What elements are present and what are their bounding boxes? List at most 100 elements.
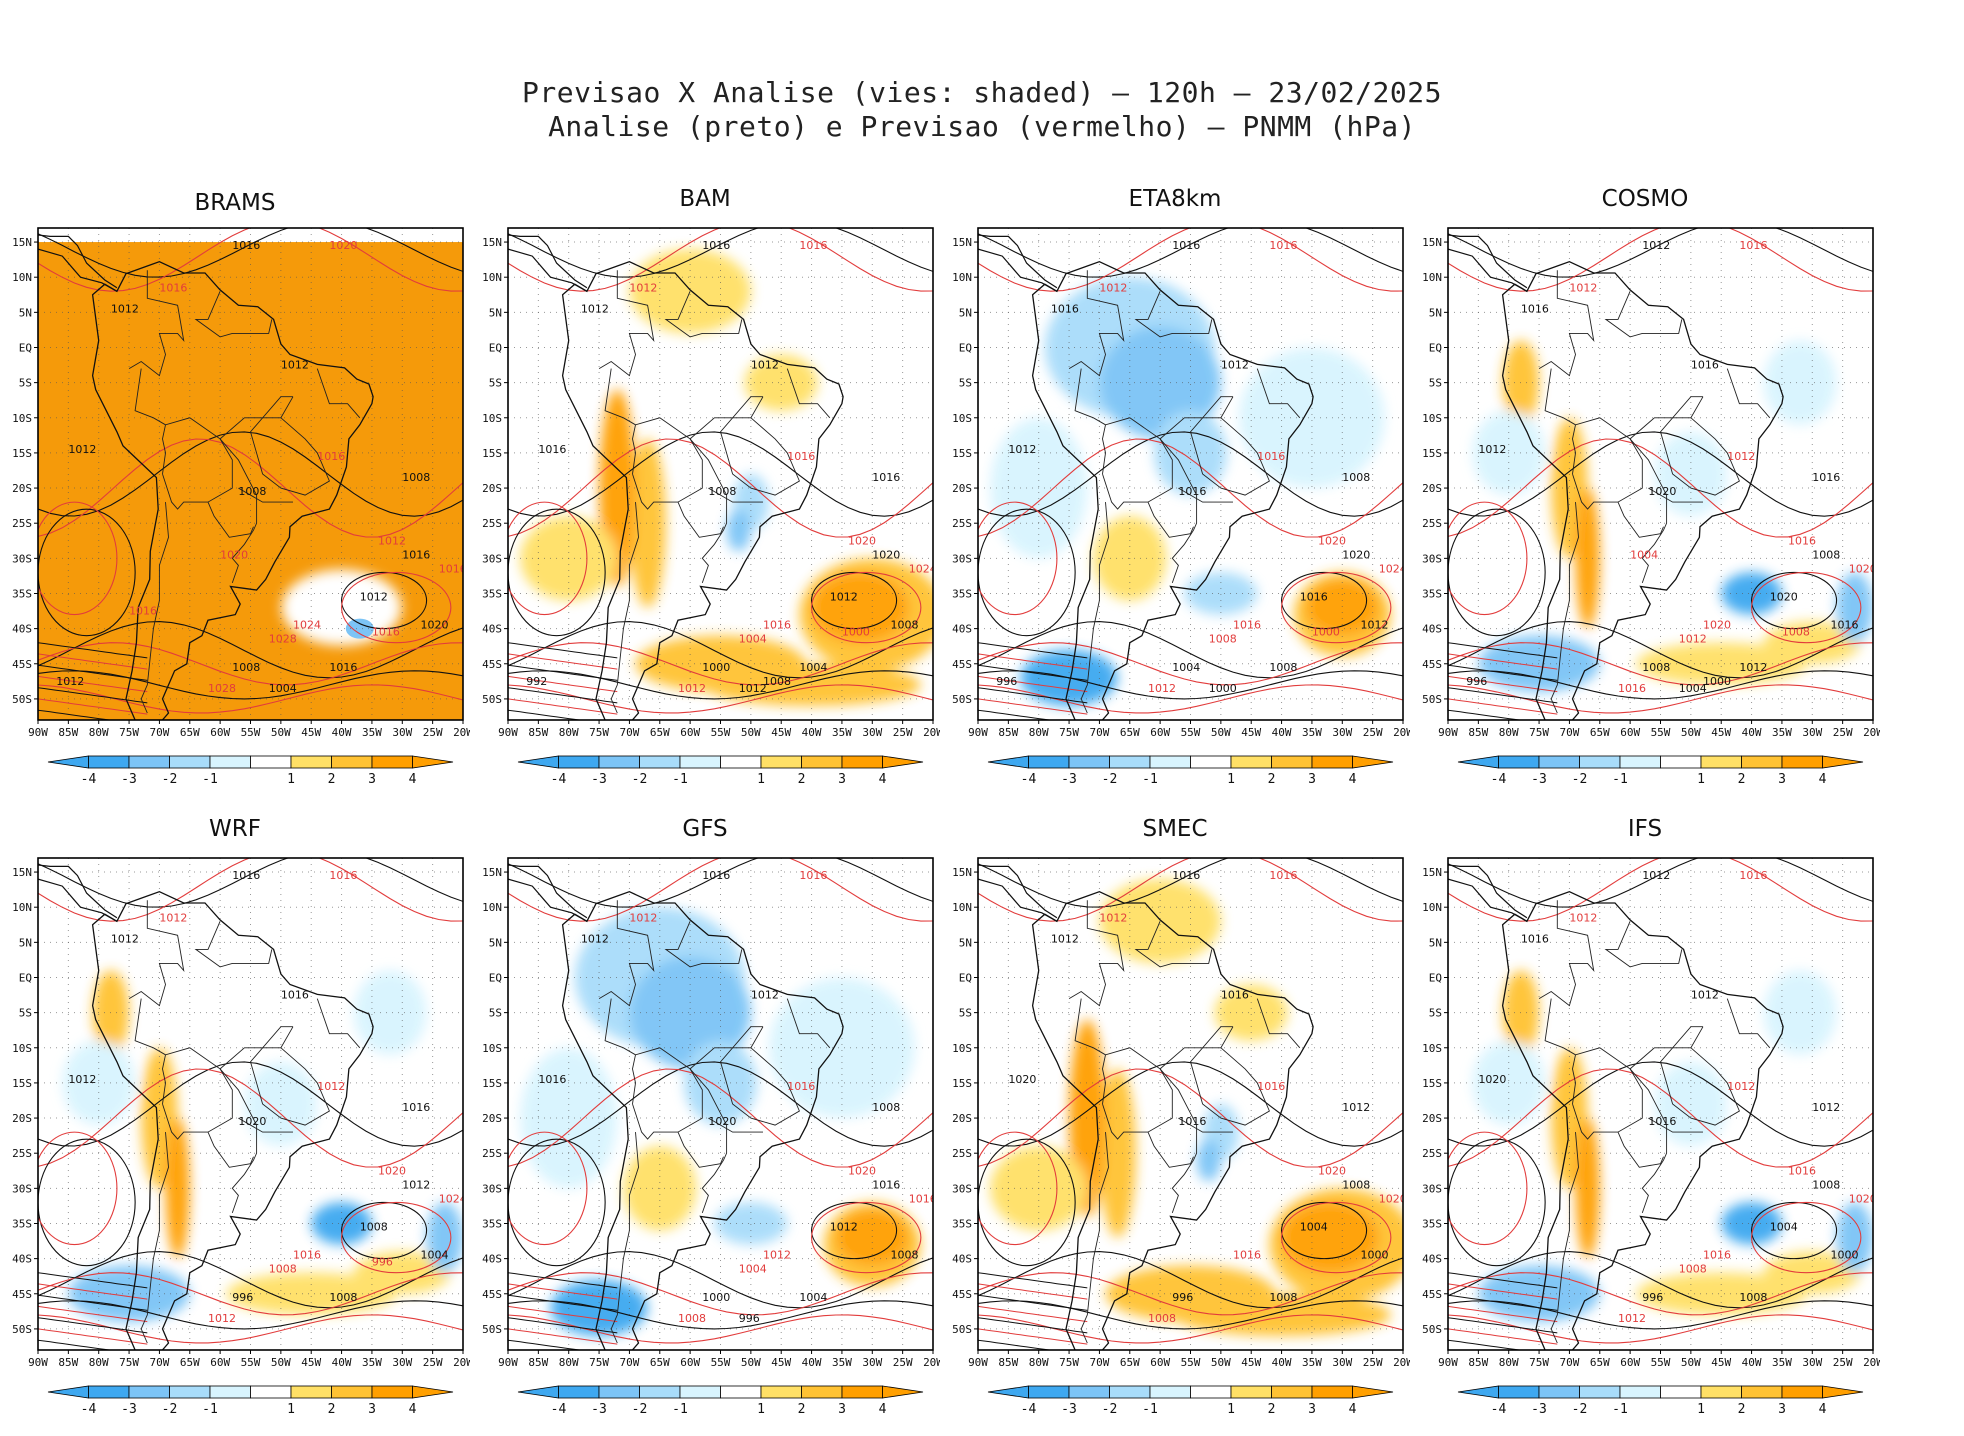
lat-tick-label: 5S	[489, 1007, 502, 1020]
isobar-label-analysis: 1004	[1300, 1221, 1328, 1234]
isobar-label-analysis: 992	[526, 675, 547, 688]
lat-tick-label: 5N	[19, 936, 32, 949]
lat-tick-label: 5N	[489, 936, 502, 949]
isobar-label-forecast: 1016	[317, 450, 345, 463]
forecast-isobar	[38, 228, 463, 292]
colorbar-swatch	[1498, 1385, 1540, 1399]
colorbar-swatch	[169, 1385, 211, 1399]
analysis-isobar	[38, 858, 463, 908]
country-border	[632, 417, 703, 510]
isobar-label-analysis: 996	[1642, 1291, 1663, 1304]
country-border	[689, 417, 751, 440]
lon-tick-label: 80W	[559, 726, 579, 739]
analysis-isobar	[978, 1251, 1403, 1309]
bias-blob	[165, 1118, 190, 1259]
bias-blob	[744, 354, 818, 411]
isobar-label-forecast: 1016	[1269, 239, 1297, 252]
isobar-label-forecast: 1016	[1739, 239, 1767, 252]
lat-tick-label: 45S	[952, 1288, 972, 1301]
colorbar-label: -1	[672, 1402, 688, 1415]
coastline	[91, 890, 374, 1350]
country-border	[1147, 1131, 1194, 1168]
lat-tick-label: 35S	[482, 587, 502, 600]
country-border	[1178, 487, 1233, 503]
lon-tick-label: 65W	[650, 726, 670, 739]
country-border	[140, 1132, 169, 1344]
map-area: 1012 1016 1012 1020 1016 1012 1008 1004 1000 1008…	[1448, 858, 1873, 1350]
lon-tick-label: 70W	[1089, 726, 1109, 739]
forecast-isobar	[811, 1201, 922, 1274]
analysis-isobar	[508, 1339, 583, 1350]
isobar-label-analysis: 1020	[238, 1115, 266, 1128]
isobar-label-forecast: 1016	[293, 1249, 321, 1262]
colorbar-label: -3	[591, 1402, 607, 1415]
lon-tick-label: 20W	[1863, 726, 1880, 739]
isobar-label-analysis: 1016	[281, 989, 309, 1002]
isobar-label-analysis: 1012	[751, 989, 779, 1002]
country-border	[1159, 1068, 1198, 1214]
country-border	[1629, 438, 1668, 584]
colorbar-swatch	[331, 1385, 373, 1399]
colorbar-swatch	[1190, 755, 1232, 769]
isobar-label-forecast: 1016	[1703, 1249, 1731, 1262]
isobar-label-analysis: 1012	[68, 443, 96, 456]
country-border	[1550, 1132, 1579, 1344]
lon-tick-label: 20W	[923, 1356, 940, 1369]
country-border	[1190, 396, 1270, 496]
colorbar-label: 1	[287, 1402, 295, 1415]
isobar-label-forecast: 1016	[909, 1192, 937, 1205]
colorbar-label: 1	[1697, 1402, 1705, 1415]
bias-blob	[1636, 642, 1807, 685]
lon-tick-label: 20W	[923, 726, 940, 739]
colorbar-swatch	[169, 755, 211, 769]
colorbar-swatch	[1660, 755, 1702, 769]
colorbar-swatch	[1781, 1385, 1823, 1399]
colorbar-swatch	[331, 755, 373, 769]
lat-tick-label: 15N	[12, 866, 32, 879]
colorbar-swatch	[1311, 1385, 1353, 1399]
analysis-isobar	[1448, 228, 1873, 278]
analysis-isobar	[508, 1272, 618, 1289]
isobar-label-analysis: 1000	[1209, 682, 1237, 695]
lon-tick-label: 55W	[241, 726, 261, 739]
lat-tick-label: 15S	[1422, 447, 1442, 460]
lat-tick-label: 45S	[1422, 658, 1442, 671]
lon-tick-label: 60W	[210, 1356, 230, 1369]
lat-tick-label: 10S	[12, 1042, 32, 1055]
forecast-isobar	[1448, 1283, 1558, 1300]
lon-tick-label: 75W	[119, 1356, 139, 1369]
lat-tick-label: 35S	[952, 587, 972, 600]
lat-tick-label: 15N	[952, 236, 972, 249]
title-line-1: Previsao X Analise (vies: shaded) — 120h…	[522, 76, 1442, 109]
bias-blob	[1239, 347, 1385, 489]
isobar-label-forecast: 1028	[208, 682, 236, 695]
lon-tick-label: 85W	[1468, 726, 1488, 739]
isobar-label-forecast: 1008	[1209, 633, 1237, 646]
lat-tick-label: EQ	[1429, 971, 1442, 984]
colorbar-swatch	[598, 755, 640, 769]
lon-tick-label: 75W	[1059, 1356, 1079, 1369]
isobar-label-forecast: 1020	[1379, 1192, 1407, 1205]
forecast-isobar	[1751, 571, 1862, 644]
coastline	[1448, 248, 1528, 292]
isobar-label-forecast: 1012	[629, 281, 657, 294]
isobar-label-analysis: 1000	[702, 661, 730, 674]
lon-tick-label: 75W	[1529, 726, 1549, 739]
bias-blob	[1196, 1139, 1221, 1182]
country-border	[1660, 1026, 1740, 1126]
analysis-isobar	[1448, 858, 1873, 908]
bias-blob	[345, 618, 374, 639]
analysis-isobar	[1448, 621, 1873, 679]
lat-tick-label: 15N	[12, 236, 32, 249]
lon-tick-label: 25W	[893, 726, 913, 739]
colorbar-swatch	[88, 755, 130, 769]
colorbar-label: -1	[1142, 772, 1158, 785]
lon-tick-label: 50W	[1211, 726, 1231, 739]
country-border	[610, 1132, 639, 1344]
isobar-label-analysis: 1012	[751, 359, 779, 372]
country-border	[207, 501, 254, 538]
isobar-label-forecast: 1012	[678, 682, 706, 695]
lat-tick-label: 40S	[12, 1253, 32, 1266]
isobar-label-forecast: 1012	[1099, 911, 1127, 924]
lon-tick-label: 90W	[1438, 726, 1458, 739]
